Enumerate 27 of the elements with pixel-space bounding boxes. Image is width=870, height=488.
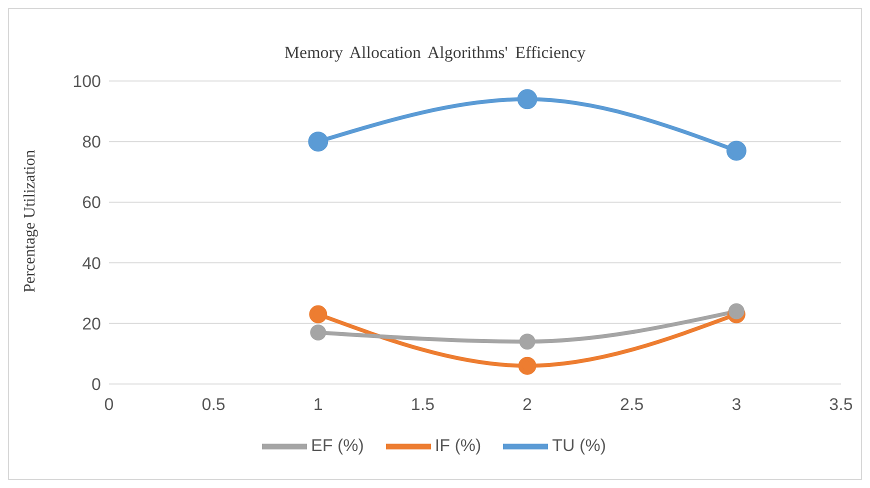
y-tick-label: 20: [82, 314, 101, 334]
y-axis-title: Percentage Utilization: [22, 150, 39, 292]
point: [728, 303, 744, 320]
chart-title: Memory Allocation Algorithms' Efficiency: [283, 43, 587, 63]
x-tick-label: 0.5: [202, 395, 226, 414]
point: [519, 334, 536, 350]
point: [726, 140, 746, 161]
point: [517, 89, 538, 110]
y-tick-label: 100: [72, 72, 101, 92]
x-tick-label: 3: [732, 395, 742, 414]
point: [518, 356, 536, 375]
y-tick-label: 60: [82, 193, 101, 212]
x-tick-label: 1: [313, 395, 323, 414]
legend-label: EF (%): [311, 436, 364, 455]
point: [308, 132, 328, 152]
legend-label: TU (%): [552, 436, 606, 455]
point: [310, 324, 326, 340]
x-tick-label: 2: [522, 395, 532, 414]
point: [309, 305, 328, 324]
x-tick-label: 2.5: [620, 395, 644, 414]
legend-label: IF (%): [434, 436, 482, 455]
y-tick-label: 40: [82, 254, 101, 273]
x-tick-label: 3.5: [829, 395, 853, 414]
x-tick-label: 1.5: [410, 395, 435, 414]
y-tick-label: 0: [92, 375, 101, 394]
x-tick-label: 0: [104, 395, 114, 414]
y-tick-label: 80: [82, 132, 101, 152]
